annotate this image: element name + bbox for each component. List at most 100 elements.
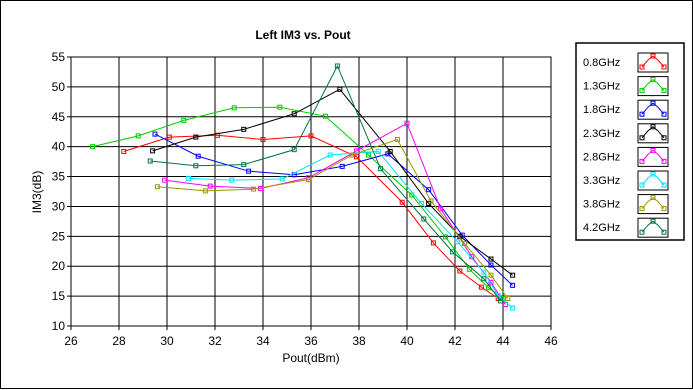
data-point-2-3ghz xyxy=(488,256,494,262)
data-point-3-8ghz xyxy=(202,188,208,194)
data-point-1-3ghz xyxy=(135,133,141,139)
legend-swatch-line-0-8ghz xyxy=(641,55,665,68)
data-point-4-2ghz xyxy=(241,162,247,168)
data-point-3-8ghz xyxy=(349,152,355,158)
series-line-1-8ghz xyxy=(154,133,513,286)
legend-label-1-8ghz: 1.8GHz xyxy=(583,104,620,116)
data-point-1-3ghz xyxy=(277,104,283,110)
legend-swatch-marker-0-8ghz xyxy=(650,53,656,59)
data-point-0-8ghz xyxy=(399,199,405,205)
legend-swatch-marker-2-8ghz xyxy=(639,158,645,164)
legend-swatch-marker-3-8ghz xyxy=(650,195,656,201)
legend-swatch-marker-0-8ghz xyxy=(639,64,645,70)
legend-swatch-marker-3-3ghz xyxy=(661,182,667,188)
data-point-0-8ghz xyxy=(121,148,127,154)
data-point-0-8ghz xyxy=(430,240,436,246)
legend-swatch-marker-4-2ghz xyxy=(650,218,656,224)
data-point-1-3ghz xyxy=(366,152,372,158)
y-tick-label: 40 xyxy=(52,140,66,154)
y-tick-label: 25 xyxy=(52,229,66,243)
series-3-8ghz xyxy=(154,136,511,302)
legend-swatch-marker-3-8ghz xyxy=(639,206,645,212)
tick-layer: 26 28 30 32 34 36 38 40 42 44 46 10 15 20 25 30 35 40 45 50… xyxy=(52,50,558,348)
data-point-2-3ghz xyxy=(337,86,343,92)
legend-swatch-marker-1-8ghz xyxy=(661,111,667,117)
series-line-3-8ghz xyxy=(157,138,509,299)
data-point-1-3ghz xyxy=(322,113,328,119)
data-point-2-8ghz xyxy=(207,183,213,189)
series-line-2-3ghz xyxy=(152,88,513,276)
data-point-2-3ghz xyxy=(150,148,156,154)
data-point-3-3ghz xyxy=(510,305,516,311)
legend-swatch-marker-2-3ghz xyxy=(650,124,656,130)
x-tick-label: 26 xyxy=(64,334,78,348)
legend-swatch-marker-3-3ghz xyxy=(639,182,645,188)
x-tick-label: 30 xyxy=(160,334,174,348)
series-4-2ghz xyxy=(147,63,504,304)
data-point-3-3ghz xyxy=(186,175,192,181)
x-tick-label: 38 xyxy=(352,334,366,348)
legend-swatch-line-2-8ghz xyxy=(641,149,665,162)
y-axis-label: IM3(dB) xyxy=(30,171,44,214)
legend-swatch-box-0-8ghz xyxy=(637,52,669,73)
data-point-4-2ghz xyxy=(481,276,487,282)
y-tick-label: 45 xyxy=(52,110,66,124)
data-point-0-8ghz xyxy=(260,136,266,142)
data-point-0-8ghz xyxy=(457,268,463,274)
data-point-1-3ghz xyxy=(442,234,448,240)
legend-swatch-box-1-3ghz xyxy=(637,76,669,97)
y-tick-label: 15 xyxy=(52,289,66,303)
data-point-0-8ghz xyxy=(354,154,360,160)
data-point-3-3ghz xyxy=(279,176,285,182)
y-tick-label: 20 xyxy=(52,259,66,273)
data-point-1-8ghz xyxy=(195,153,201,159)
legend-swatch-line-3-8ghz xyxy=(641,196,665,209)
x-tick-label: 32 xyxy=(208,334,222,348)
legend-swatch-marker-4-2ghz xyxy=(661,229,667,235)
data-point-2-8ghz xyxy=(404,120,410,126)
data-point-1-8ghz xyxy=(152,131,158,137)
y-tick-label: 10 xyxy=(52,319,66,333)
data-point-0-8ghz xyxy=(166,134,172,140)
series-line-2-8ghz xyxy=(164,122,506,305)
legend-swatch-line-3-3ghz xyxy=(641,173,665,186)
legend-swatch-marker-3-8ghz xyxy=(661,206,667,212)
x-tick-label: 36 xyxy=(304,334,318,348)
legend-swatch-marker-0-8ghz xyxy=(661,64,667,70)
data-point-3-8ghz xyxy=(154,184,160,190)
data-point-1-3ghz xyxy=(466,266,472,272)
data-point-1-3ghz xyxy=(231,105,237,111)
series-line-3-3ghz xyxy=(188,150,513,309)
legend-label-2-8ghz: 2.8GHz xyxy=(583,151,620,163)
legend-label-1-3ghz: 1.3GHz xyxy=(583,81,620,93)
data-point-2-8ghz xyxy=(438,206,444,212)
legend-swatch-box-2-3ghz xyxy=(637,123,669,144)
legend-swatch-box-2-8ghz xyxy=(637,146,669,167)
data-point-3-8ghz xyxy=(488,272,494,278)
data-point-4-2ghz xyxy=(498,298,504,304)
data-point-2-3ghz xyxy=(510,272,516,278)
data-point-4-2ghz xyxy=(378,166,384,172)
legend-swatch-marker-2-8ghz xyxy=(661,158,667,164)
legend-label-4-2ghz: 4.2GHz xyxy=(583,222,620,234)
series-layer xyxy=(90,63,516,311)
legend-label-0-8ghz: 0.8GHz xyxy=(583,57,620,69)
x-tick-label: 42 xyxy=(448,334,462,348)
x-tick-label: 40 xyxy=(400,334,414,348)
data-point-4-2ghz xyxy=(291,147,297,153)
x-axis-label: Pout(dBm) xyxy=(282,351,339,365)
x-tick-label: 44 xyxy=(496,334,510,348)
data-point-2-8ghz xyxy=(162,177,168,183)
data-point-1-3ghz xyxy=(181,117,187,123)
data-point-3-8ghz xyxy=(428,198,434,204)
y-tick-label: 30 xyxy=(52,199,66,213)
data-point-1-8ghz xyxy=(510,282,516,288)
data-point-0-8ghz xyxy=(478,284,484,290)
data-point-3-3ghz xyxy=(454,239,460,245)
legend-swatch-marker-2-8ghz xyxy=(650,147,656,153)
data-point-3-3ghz xyxy=(229,177,235,183)
legend-label-3-3ghz: 3.3GHz xyxy=(583,175,620,187)
legend-swatch-box-3-8ghz xyxy=(637,194,669,215)
y-tick-label: 55 xyxy=(52,50,66,64)
